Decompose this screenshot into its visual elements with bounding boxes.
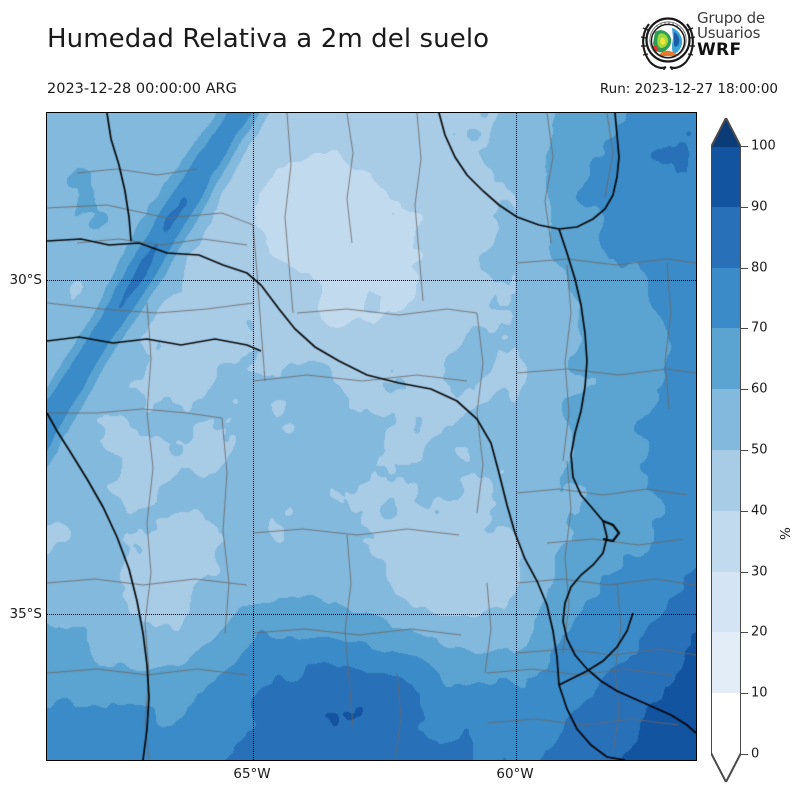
colorbar-tick-label-20: 20 bbox=[751, 624, 768, 640]
colorbar-tick-70 bbox=[741, 328, 748, 330]
colorbar-tick-80 bbox=[741, 267, 748, 269]
xaxis-tick-60w: 60°W bbox=[496, 766, 534, 782]
colorbar-tick-10 bbox=[741, 693, 748, 695]
brand-logo: Grupo de Usuarios WRF bbox=[639, 11, 797, 73]
logo-line-2: Usuarios bbox=[697, 24, 761, 42]
yaxis-tick-35s: 35°S bbox=[9, 606, 43, 622]
logo-line-3: WRF bbox=[697, 40, 742, 60]
colorbar-tick-60 bbox=[741, 389, 748, 391]
colorbar-tick-30 bbox=[741, 571, 748, 573]
logo-line-1: Grupo de bbox=[697, 9, 765, 27]
humidity-field-raster bbox=[47, 113, 696, 760]
colorbar-outline bbox=[711, 118, 741, 782]
map-plot-area[interactable] bbox=[46, 112, 697, 761]
logo-text: Grupo de Usuarios WRF bbox=[697, 11, 797, 71]
page-title: Humedad Relativa a 2m del suelo bbox=[47, 24, 490, 54]
colorbar-under-arrow bbox=[711, 753, 741, 782]
colorbar-tick-label-100: 100 bbox=[751, 138, 776, 154]
colorbar-tick-100 bbox=[741, 146, 748, 147]
colorbar-tick-50 bbox=[741, 450, 748, 451]
colorbar-over-arrow bbox=[711, 118, 741, 147]
colorbar-tick-label-50: 50 bbox=[751, 442, 768, 458]
colorbar-tick-label-0: 0 bbox=[751, 746, 760, 762]
valid-time-label: 2023-12-28 00:00:00 ARG bbox=[47, 81, 237, 97]
colorbar-band-20-30 bbox=[711, 571, 741, 633]
colorbar-tick-label-70: 70 bbox=[751, 320, 768, 336]
colorbar-tick-0 bbox=[741, 754, 748, 755]
colorbar-tick-label-40: 40 bbox=[751, 503, 768, 519]
colorbar-unit-label: % bbox=[778, 527, 794, 540]
colorbar-band-60-70 bbox=[711, 328, 741, 390]
colorbar-band-50-60 bbox=[711, 389, 741, 450]
colorbar-tick-90 bbox=[741, 206, 748, 208]
colorbar-band-10-20 bbox=[711, 632, 741, 694]
colorbar-tick-label-60: 60 bbox=[751, 381, 768, 397]
colorbar-band-40-50 bbox=[711, 450, 741, 511]
colorbar-band-80-90 bbox=[711, 206, 741, 268]
colorbar-tick-label-90: 90 bbox=[751, 199, 768, 215]
wrf-user-group-seal-icon bbox=[640, 17, 696, 70]
colorbar-tick-40 bbox=[741, 510, 748, 512]
colorbar-band-90-100 bbox=[711, 146, 741, 207]
colorbar-band-70-80 bbox=[711, 267, 741, 329]
colorbar-band-30-40 bbox=[711, 510, 741, 572]
colorbar-bands bbox=[711, 146, 741, 754]
colorbar-tick-label-30: 30 bbox=[751, 564, 768, 580]
colorbar[interactable]: 100 90 80 70 60 50 40 30 20 10 0 % bbox=[706, 110, 800, 782]
colorbar-tick-label-10: 10 bbox=[751, 685, 768, 701]
colorbar-tick-20 bbox=[741, 632, 748, 634]
colorbar-tick-label-80: 80 bbox=[751, 260, 768, 276]
model-run-label: Run: 2023-12-27 18:00:00 bbox=[599, 81, 778, 97]
xaxis-tick-65w: 65°W bbox=[233, 766, 271, 782]
yaxis-tick-30s: 30°S bbox=[9, 272, 43, 288]
colorbar-band-0-10 bbox=[711, 693, 741, 754]
